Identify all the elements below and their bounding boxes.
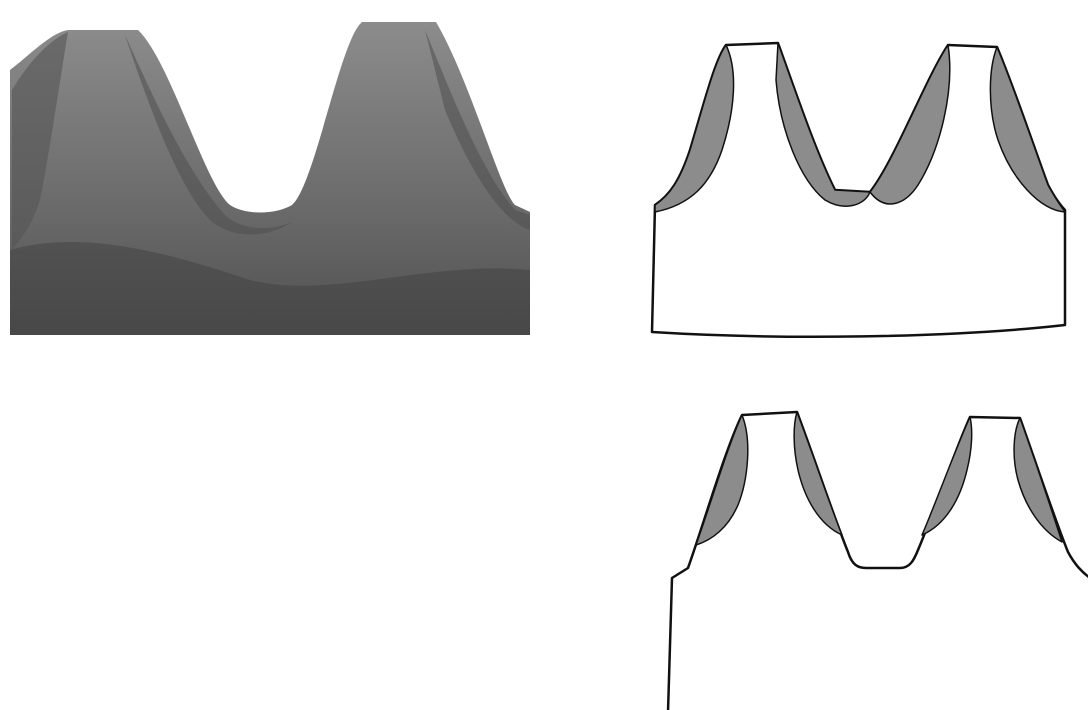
- wear-area: [869, 44, 951, 205]
- wear-area: [921, 416, 973, 536]
- wear-area: [989, 46, 1066, 213]
- wear-area: [1013, 417, 1063, 543]
- wear-area: [775, 42, 871, 207]
- photo-flank-dark: [12, 32, 68, 250]
- tooth-diagram-bottom: [666, 410, 1088, 710]
- tooth-diagram-top: [650, 41, 1067, 338]
- photo-base-dark: [10, 241, 530, 335]
- wear-area: [793, 411, 843, 536]
- photo-flank-dark: [125, 35, 292, 235]
- wear-area: [695, 414, 749, 546]
- wear-area: [654, 44, 735, 213]
- gear-photo: [10, 10, 530, 335]
